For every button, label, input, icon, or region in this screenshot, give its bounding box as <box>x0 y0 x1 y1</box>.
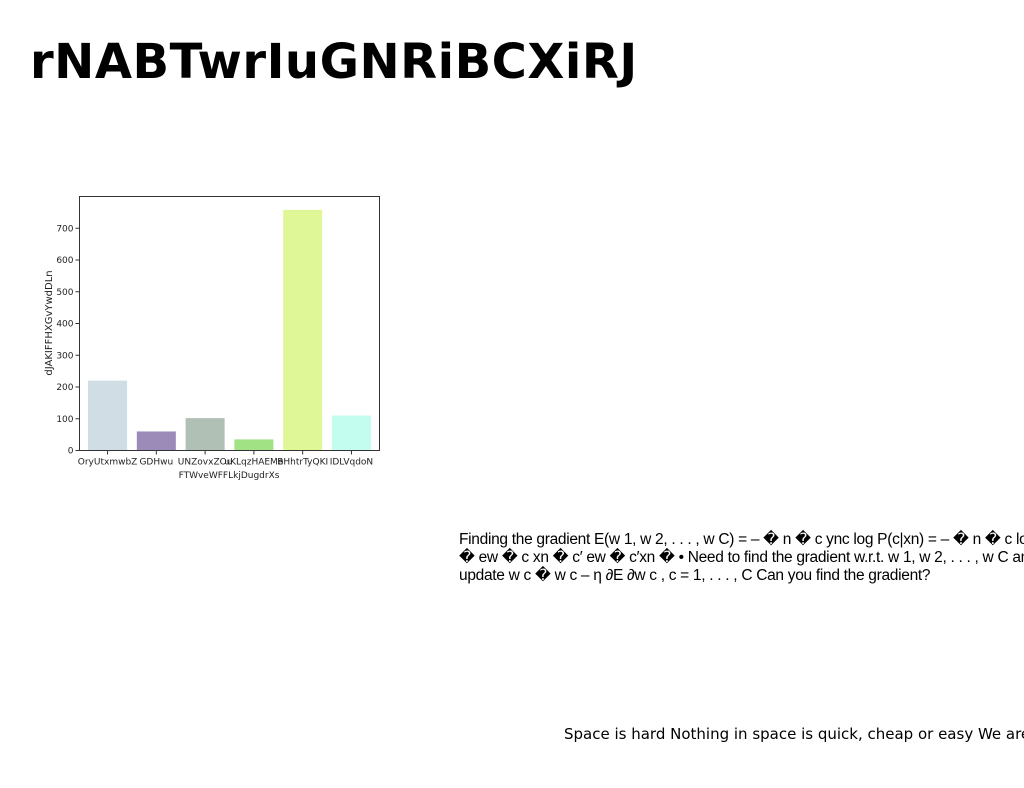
y-tick-label: 500 <box>56 288 73 298</box>
page-title: rNABTwrIuGNRiBCXiRJ <box>30 34 638 90</box>
x-tick-label: BHhtrTyQKI <box>277 458 328 468</box>
y-tick-label: 100 <box>56 415 73 425</box>
y-tick-label: 200 <box>56 383 73 393</box>
x-tick-label: uKLqzHAEMe <box>224 458 283 468</box>
bar-IDLVqdoN <box>331 415 371 451</box>
bar-OryUtxmwbZ <box>88 380 128 451</box>
y-tick-label: 700 <box>56 224 73 234</box>
x-tick-label: GDHwu <box>139 458 173 468</box>
y-tick-label: 300 <box>56 351 73 361</box>
x-tick-label: UNZovxZOu <box>178 458 233 468</box>
y-tick-label: 400 <box>56 320 73 330</box>
bar-BHhtrTyQKI <box>283 209 323 451</box>
x-axis-label: FTWveWFFLkjDugdrXs <box>179 471 280 481</box>
y-tick-label: 0 <box>68 447 74 457</box>
x-tick-label: OryUtxmwbZ <box>78 458 138 468</box>
bar-chart: 0 100 200 300 400 500 600 700 OryUtxmwbZ GDHwu UNZ… <box>44 196 380 481</box>
footer-text: Space is hard Nothing in space is quick,… <box>564 725 1024 743</box>
y-tick-label: 600 <box>56 256 73 266</box>
bar-GDHwu <box>136 431 176 451</box>
x-tick-label: IDLVqdoN <box>330 458 373 468</box>
y-axis-label: dJAKIFFHXGvYwdDLn <box>44 270 55 375</box>
gradient-paragraph: Finding the gradient E(w 1, w 2, . . . ,… <box>459 531 1024 584</box>
bar-UNZovxZOu <box>185 418 225 451</box>
bar-uKLqzHAEMe <box>234 439 274 451</box>
plot-frame <box>79 196 380 451</box>
